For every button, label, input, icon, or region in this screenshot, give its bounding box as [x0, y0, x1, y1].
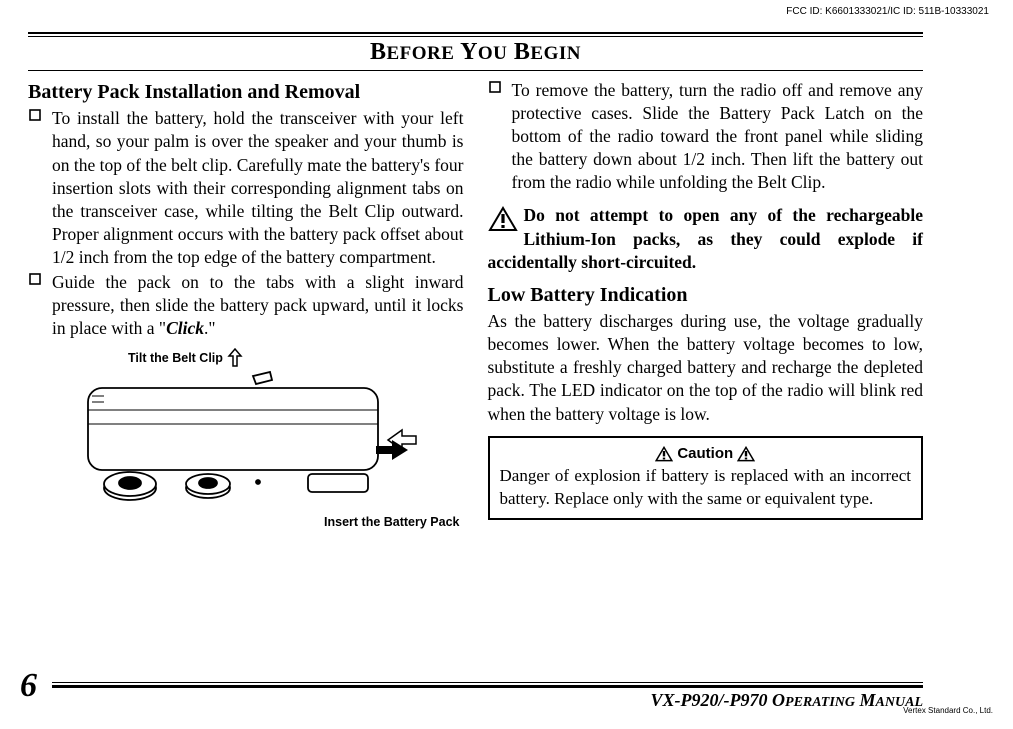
checkbox-icon — [28, 271, 42, 340]
bullet-text: To install the battery, hold the transce… — [52, 107, 464, 269]
bullet-text-part1: Guide the pack on to the tabs with a sli… — [52, 272, 464, 338]
bullet-item: To install the battery, hold the transce… — [28, 107, 464, 269]
section-title: BEFORE YOU BEGIN — [28, 37, 923, 70]
warning-triangle-icon — [737, 446, 755, 462]
low-battery-heading: Low Battery Indication — [488, 282, 924, 308]
figure-label-top-text: Tilt the Belt Clip — [128, 350, 223, 367]
checkbox-icon — [488, 79, 502, 194]
page-number: 6 — [20, 667, 37, 705]
figure-label-top: Tilt the Belt Clip — [128, 348, 460, 368]
bullet-text-tail: ." — [204, 318, 216, 338]
left-column: Battery Pack Installation and Removal To… — [28, 79, 464, 531]
low-battery-body: As the battery discharges during use, th… — [488, 310, 924, 425]
bullet-text: Guide the pack on to the tabs with a sli… — [52, 271, 464, 340]
two-column-layout: Battery Pack Installation and Removal To… — [28, 71, 923, 531]
caution-label: Caution — [677, 444, 733, 464]
main-content: BEFORE YOU BEGIN Battery Pack Installati… — [28, 32, 923, 669]
bullet-item: To remove the battery, turn the radio of… — [488, 79, 924, 194]
footer-company: Vertex Standard Co., Ltd. — [903, 706, 993, 715]
battery-install-diagram — [58, 370, 418, 510]
page-footer: 6 VX-P920/-P970 OPERATING MANUAL Vertex … — [16, 682, 923, 711]
bullet-item: Guide the pack on to the tabs with a sli… — [28, 271, 464, 340]
warning-triangle-icon — [488, 206, 518, 232]
battery-figure: Tilt the Belt Clip — [58, 348, 460, 531]
caution-heading: Caution — [500, 444, 912, 464]
left-heading: Battery Pack Installation and Removal — [28, 79, 464, 105]
footer-title: VX-P920/-P970 OPERATING MANUAL — [52, 690, 923, 711]
header-fcc-id: FCC ID: K6601333021/IC ID: 511B-10333021 — [786, 6, 989, 17]
caution-box: Caution Danger of explosion if battery i… — [488, 436, 924, 520]
figure-label-bottom: Insert the Battery Pack — [58, 514, 460, 531]
up-arrow-icon — [227, 348, 243, 368]
checkbox-icon — [28, 107, 42, 269]
click-emphasis: Click — [166, 318, 204, 338]
warning-triangle-icon — [655, 446, 673, 462]
warning-block: Do not attempt to open any of the rechar… — [488, 204, 924, 273]
section-title-text: BEFORE YOU BEGIN — [370, 39, 581, 65]
warning-text: Do not attempt to open any of the rechar… — [488, 204, 924, 273]
right-column: To remove the battery, turn the radio of… — [488, 79, 924, 531]
caution-body: Danger of explosion if battery is replac… — [500, 465, 912, 509]
footer-rules: VX-P920/-P970 OPERATING MANUAL — [52, 682, 923, 711]
bullet-text: To remove the battery, turn the radio of… — [512, 79, 924, 194]
